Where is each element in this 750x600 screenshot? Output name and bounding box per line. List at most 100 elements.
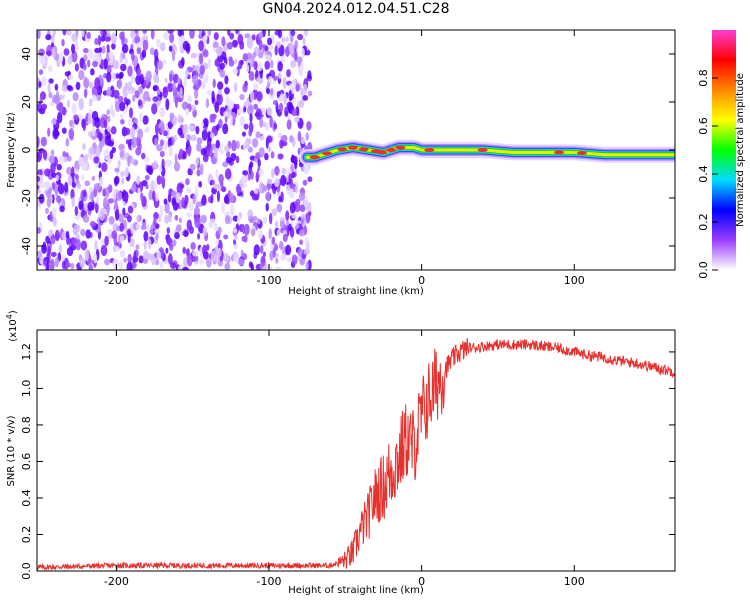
noise-speckle (38, 193, 45, 204)
noise-speckle (69, 119, 73, 127)
colorbar-tick-label: 0.2 (697, 213, 710, 231)
noise-speckle (293, 96, 296, 105)
noise-speckle (257, 230, 264, 240)
noise-speckle (212, 41, 219, 48)
noise-speckle (61, 127, 67, 134)
noise-speckle (249, 161, 254, 169)
noise-speckle (213, 32, 219, 41)
signal-peak (309, 155, 320, 160)
noise-speckle (288, 173, 292, 185)
noise-speckle (232, 39, 238, 48)
noise-speckle (141, 49, 147, 59)
noise-speckle (51, 194, 55, 204)
noise-speckle (233, 251, 240, 263)
noise-speckle (149, 47, 155, 56)
noise-speckle (118, 213, 124, 223)
noise-speckle (182, 126, 186, 135)
noise-speckle (192, 250, 199, 257)
noise-speckle (148, 189, 154, 201)
noise-speckle (281, 167, 286, 175)
noise-speckle (156, 60, 164, 71)
noise-speckle (76, 183, 82, 189)
noise-speckle (101, 162, 108, 173)
noise-speckle (154, 228, 161, 235)
noise-speckle (302, 95, 309, 101)
y-tick-label: 1.0 (20, 380, 33, 398)
noise-speckle (137, 187, 141, 194)
y-tick-label: 20 (20, 95, 33, 109)
noise-speckle (51, 182, 56, 191)
noise-speckle (86, 31, 91, 40)
noise-speckle (291, 108, 298, 117)
noise-speckle (152, 190, 156, 202)
noise-speckle (253, 244, 260, 256)
noise-speckle (277, 30, 282, 39)
noise-speckle (288, 42, 295, 55)
noise-speckle (307, 70, 312, 80)
noise-speckle (185, 68, 189, 78)
noise-speckle (61, 38, 65, 47)
noise-speckle (189, 124, 195, 131)
noise-speckle (150, 224, 154, 236)
noise-speckle (78, 69, 85, 81)
noise-speckle (82, 214, 90, 223)
noise-speckle (154, 137, 159, 146)
noise-speckle (44, 180, 50, 191)
noise-speckle (82, 47, 89, 54)
noise-speckle (133, 250, 137, 263)
noise-speckle (207, 58, 212, 69)
noise-speckle (216, 93, 221, 100)
noise-speckle (218, 174, 224, 184)
noise-speckle (144, 223, 150, 232)
noise-speckle (119, 222, 124, 232)
noise-speckle (51, 34, 55, 44)
noise-speckle (65, 137, 69, 147)
noise-speckle (288, 223, 292, 232)
noise-speckle (68, 128, 75, 140)
noise-speckle (224, 145, 230, 152)
noise-speckle (142, 39, 149, 51)
noise-speckle (294, 159, 298, 170)
y-tick-label: 0.8 (20, 416, 33, 434)
noise-speckle (143, 239, 147, 250)
noise-speckle (217, 247, 222, 257)
noise-speckle (124, 193, 129, 204)
noise-speckle (227, 30, 231, 36)
noise-speckle (70, 188, 75, 200)
noise-speckle (284, 106, 289, 116)
y-tick-label: -40 (20, 237, 33, 255)
noise-speckle (229, 192, 234, 203)
noise-speckle (91, 94, 97, 102)
signal-peak (386, 148, 397, 152)
noise-speckle (298, 69, 304, 77)
noise-speckle (175, 224, 182, 233)
noise-speckle (174, 232, 180, 240)
noise-speckle (94, 201, 99, 214)
snr-y-axis-label: SNR (10 * v/v) (6, 415, 17, 486)
noise-speckle (258, 147, 265, 158)
noise-speckle (38, 69, 44, 75)
noise-speckle (122, 43, 129, 54)
noise-speckle (37, 169, 43, 176)
noise-speckle (140, 192, 144, 202)
noise-speckle (68, 74, 74, 81)
signal-peak (554, 150, 564, 155)
noise-speckle (120, 170, 125, 178)
noise-speckle (210, 218, 216, 224)
noise-speckle (304, 236, 309, 248)
noise-speckle (291, 212, 297, 219)
noise-speckle (114, 199, 118, 209)
noise-speckle (250, 170, 254, 180)
colorbar: 0.0 0.2 0.4 0.6 0.8 Normalized spectral ampl… (697, 30, 746, 279)
noise-speckle (172, 81, 176, 93)
noise-speckle (242, 131, 246, 137)
noise-speckle (289, 135, 294, 143)
noise-speckle (264, 45, 269, 52)
noise-speckle (185, 178, 190, 186)
noise-speckle (136, 68, 142, 77)
noise-speckle (211, 179, 215, 185)
noise-speckle (217, 226, 222, 235)
signal-trace (299, 139, 675, 166)
noise-speckle (299, 192, 306, 201)
noise-speckle (226, 41, 233, 50)
